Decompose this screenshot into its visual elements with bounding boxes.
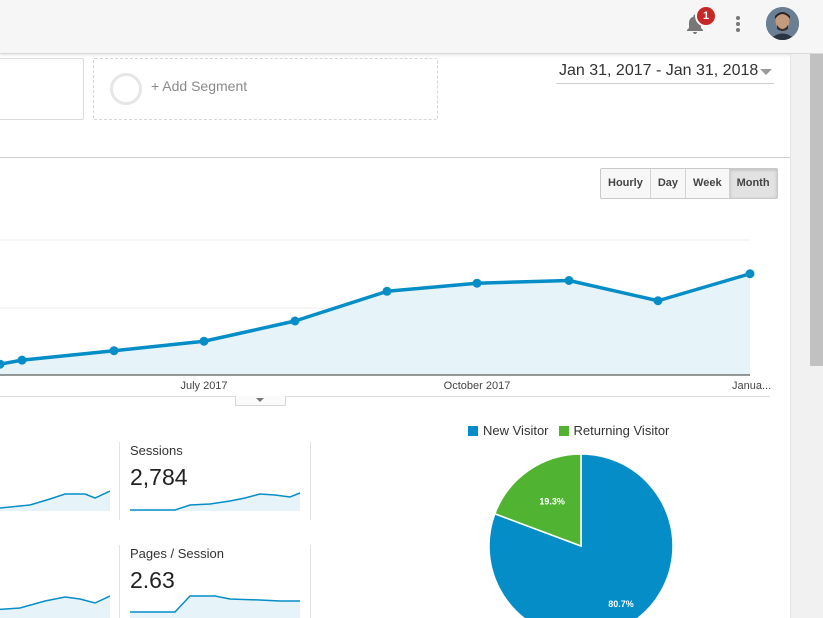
metric-value: 2,784: [130, 464, 188, 490]
top-bar: 1: [0, 0, 823, 54]
data-point: [653, 296, 663, 306]
pie-slice-label: 19.3%: [539, 496, 565, 506]
metric-label: Sessions: [130, 443, 183, 458]
sparkline: [0, 595, 110, 618]
visitor-pie-chart: 80.7% 19.3%: [488, 453, 674, 618]
pie-legend: New Visitor Returning Visitor: [468, 423, 679, 438]
series-line: [0, 272, 751, 366]
date-range-picker[interactable]: Jan 31, 2017 - Jan 31, 2018: [556, 59, 774, 84]
data-point: [17, 355, 27, 365]
data-point: [290, 316, 300, 326]
section-divider: [0, 157, 790, 158]
pie-slice: [488, 453, 674, 618]
date-range-label: Jan 31, 2017 - Jan 31, 2018: [559, 62, 759, 79]
add-segment-label: + Add Segment: [151, 78, 248, 94]
data-point: [472, 278, 482, 288]
sessions-line-chart: July 2017 October 2017 Janua...: [0, 239, 771, 392]
granularity-toggle: Hourly Day Week Month: [600, 168, 778, 199]
chevron-down-icon: [760, 69, 772, 75]
avatar[interactable]: [766, 7, 799, 40]
sparkline: [130, 595, 300, 618]
granularity-hourly[interactable]: Hourly: [601, 169, 651, 198]
metric-tile-sessions[interactable]: Sessions 2,784: [120, 443, 305, 518]
legend-item-returning-visitor[interactable]: Returning Visitor: [558, 423, 670, 438]
data-point: [109, 346, 119, 356]
tile-divider: [119, 442, 120, 520]
legend-label: New Visitor: [483, 423, 549, 438]
data-point: [0, 359, 5, 369]
data-point: [564, 276, 574, 285]
chart-drawer-handle[interactable]: [235, 396, 286, 406]
legend-swatch: [558, 425, 569, 436]
x-tick-label: Janua...: [732, 380, 771, 392]
tile-divider: [310, 442, 311, 520]
metric-tile-partial[interactable]: [0, 546, 110, 618]
metric-value: 2.63: [130, 567, 175, 593]
segment-ring-icon: [110, 73, 142, 105]
tile-divider: [310, 545, 311, 618]
tile-divider: [119, 545, 120, 618]
granularity-week[interactable]: Week: [686, 169, 730, 198]
x-tick-label: October 2017: [444, 380, 511, 392]
scrollbar-thumb[interactable]: [810, 54, 823, 366]
legend-swatch: [468, 425, 478, 436]
chart-drawer-divider: [0, 396, 770, 397]
sparkline: [130, 492, 301, 511]
legend-item-new-visitor[interactable]: New Visitor: [468, 423, 549, 438]
metric-tile-partial[interactable]: [0, 443, 110, 518]
granularity-day[interactable]: Day: [651, 169, 687, 198]
sparkline: [0, 490, 110, 511]
pie-slice-label: 80.7%: [608, 599, 634, 609]
granularity-month[interactable]: Month: [729, 169, 777, 198]
metric-tile-pages-session[interactable]: Pages / Session 2.63: [120, 546, 305, 618]
metric-label: Pages / Session: [130, 546, 224, 561]
pie-slice: [493, 453, 582, 548]
segment-card[interactable]: [0, 58, 84, 120]
legend-label: Returning Visitor: [573, 423, 670, 438]
data-point: [745, 269, 755, 279]
data-point: [382, 286, 392, 296]
area-fill: [0, 273, 750, 375]
add-segment-button[interactable]: + Add Segment: [93, 58, 438, 120]
x-tick-label: July 2017: [180, 380, 227, 392]
data-point: [199, 336, 209, 346]
caret-down-icon: [256, 398, 264, 402]
more-vert-icon[interactable]: [729, 12, 747, 36]
notification-badge: 1: [697, 7, 715, 25]
